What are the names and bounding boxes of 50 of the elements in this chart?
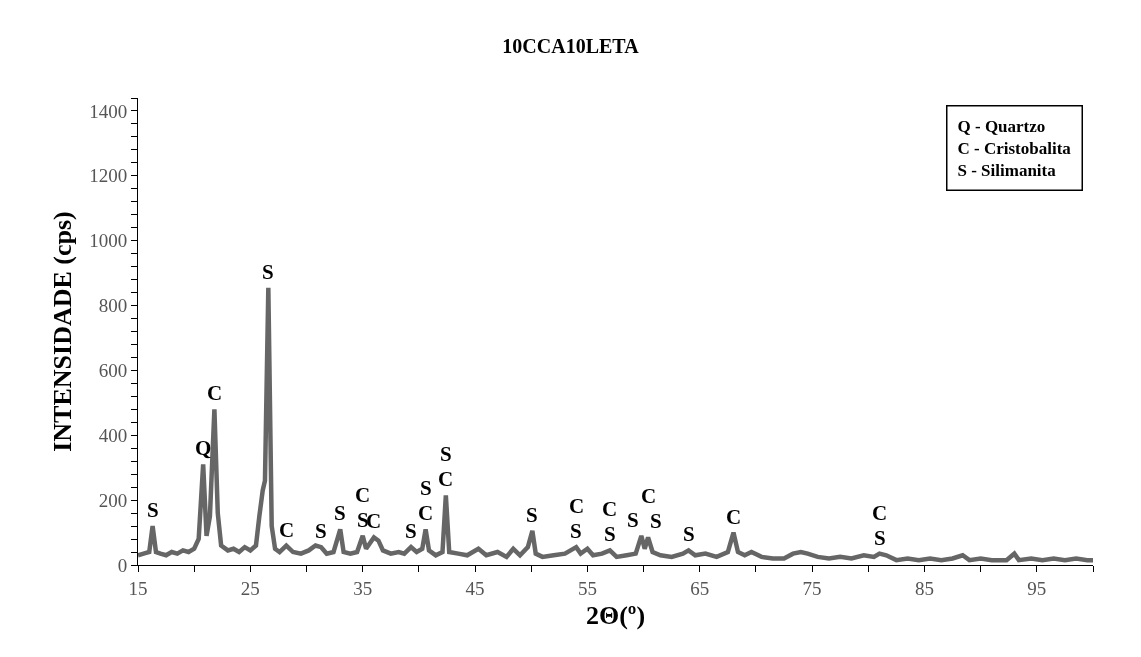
x-tick-label: 95 bbox=[1027, 577, 1047, 599]
x-tick-label: 55 bbox=[577, 577, 597, 599]
annotation: Q bbox=[195, 436, 212, 460]
annotation: S bbox=[420, 476, 432, 500]
annotation: C bbox=[418, 501, 434, 525]
annotation: S bbox=[570, 519, 582, 543]
y-tick-label: 0 bbox=[117, 554, 128, 576]
annotation: S bbox=[627, 508, 639, 532]
annotation: C bbox=[355, 483, 371, 507]
y-tick-label: 200 bbox=[98, 489, 128, 511]
annotation: S bbox=[334, 501, 346, 525]
annotation: S bbox=[874, 526, 886, 550]
annotation: C bbox=[872, 501, 888, 525]
annotation: S bbox=[440, 442, 452, 466]
annotation: S bbox=[650, 509, 662, 533]
x-tick-label: 15 bbox=[128, 577, 148, 599]
annotation: C bbox=[279, 518, 295, 542]
annotation: S bbox=[405, 519, 417, 543]
annotation: C bbox=[602, 497, 618, 521]
annotation: S bbox=[147, 498, 159, 522]
y-tick-label: 1000 bbox=[89, 230, 128, 252]
annotation: S bbox=[683, 522, 695, 546]
annotation: S bbox=[526, 503, 538, 527]
annotation: C bbox=[641, 484, 657, 508]
annotation: C bbox=[726, 505, 742, 529]
y-tick-label: 600 bbox=[98, 360, 128, 382]
annotation: S bbox=[315, 519, 327, 543]
y-tick-label: 1200 bbox=[89, 165, 128, 187]
annotation: C bbox=[207, 381, 223, 405]
x-tick-label: 45 bbox=[465, 577, 485, 599]
x-axis-title: 2Θ(º) bbox=[585, 601, 646, 631]
x-tick-label: 85 bbox=[914, 577, 934, 599]
annotation: C bbox=[438, 467, 454, 491]
chart-title: 10CCA10LETA bbox=[502, 34, 640, 57]
y-axis-title: INTENSIDADE (cps) bbox=[47, 211, 77, 452]
annotation: C bbox=[366, 509, 382, 533]
x-tick-label: 65 bbox=[690, 577, 710, 599]
annotation: S - Silimanita bbox=[957, 160, 1057, 180]
annotation: S bbox=[262, 260, 274, 284]
y-tick-label: 800 bbox=[98, 295, 128, 317]
y-tick-label: 1400 bbox=[89, 100, 128, 122]
x-tick-label: 75 bbox=[802, 577, 822, 599]
y-tick-label: 400 bbox=[98, 424, 128, 446]
x-tick-label: 35 bbox=[353, 577, 373, 599]
annotation: S bbox=[357, 508, 369, 532]
annotation: C bbox=[569, 494, 585, 518]
x-tick-label: 25 bbox=[240, 577, 260, 599]
annotation: S bbox=[604, 522, 616, 546]
annotation: Q - Quartzo bbox=[957, 116, 1046, 136]
annotation: C - Cristobalita bbox=[957, 138, 1072, 158]
